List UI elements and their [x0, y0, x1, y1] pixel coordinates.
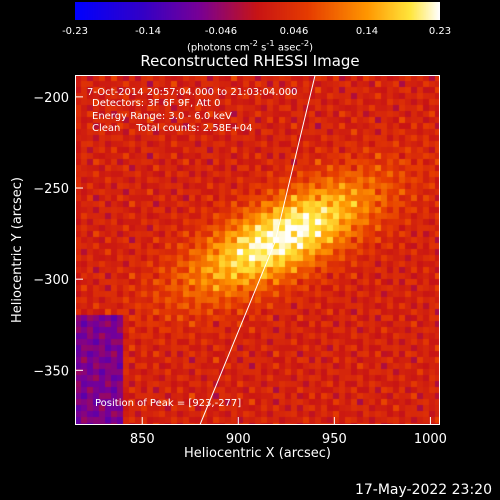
- detectors-text: Detectors: 3F 6F 9F, Att 0: [92, 98, 221, 109]
- y-tick-label: −350: [33, 364, 69, 379]
- x-axis-label: Heliocentric X (arcsec): [184, 446, 331, 461]
- heatmap-image: [75, 75, 440, 425]
- limb-line: [199, 75, 316, 425]
- clean-counts-text: Clean Total counts: 2.58E+04: [92, 123, 253, 134]
- colorbar-tick-label: 0.046: [279, 26, 309, 37]
- x-tick-label: 1000: [414, 432, 447, 447]
- colorbar-tick-label: -0.14: [135, 26, 161, 37]
- timestamp: 17-May-2022 23:20: [354, 482, 492, 498]
- y-axis-label: Heliocentric Y (arcsec): [10, 177, 25, 323]
- colorbar-tick-label: -0.046: [204, 26, 238, 37]
- colorbar: [75, 2, 440, 20]
- colorbar-tick-label: -0.23: [62, 26, 88, 37]
- peak-position-text: Position of Peak = [923,-277]: [95, 398, 242, 409]
- colorbar-unit: (photons cm-2 s-1 asec-2): [186, 38, 314, 54]
- chart-title: Reconstructed RHESSI Image: [140, 52, 360, 70]
- x-tick-label: 850: [130, 432, 155, 447]
- colorbar-tick-label: 0.23: [428, 26, 452, 37]
- colorbar-ticks: -0.23 -0.14 -0.046 0.046 0.14 0.23: [0, 0, 500, 60]
- x-tick-label: 900: [226, 432, 251, 447]
- y-tick-label: −300: [33, 273, 69, 288]
- y-tick-label: −250: [33, 182, 69, 197]
- plot-area: 7-Oct-2014 20:57:04.000 to 21:03:04.000 …: [75, 75, 440, 425]
- colorbar-tick-label: 0.14: [355, 26, 379, 37]
- energy-range-text: Energy Range: 3.0 - 6.0 keV: [92, 111, 232, 122]
- y-tick-label: −200: [33, 91, 69, 106]
- time-range-text: 7-Oct-2014 20:57:04.000 to 21:03:04.000: [87, 87, 298, 98]
- x-tick-label: 950: [322, 432, 347, 447]
- limb-curve: [199, 75, 316, 425]
